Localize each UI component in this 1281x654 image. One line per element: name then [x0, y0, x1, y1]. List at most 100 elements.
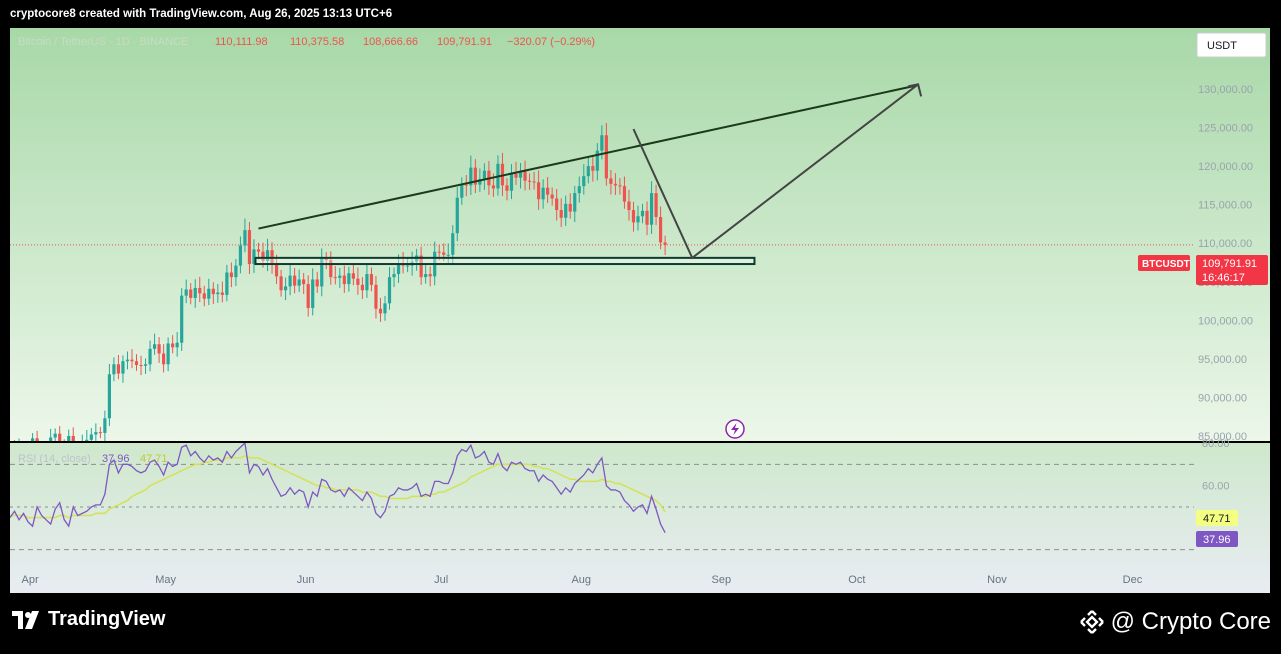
symbol-description: Bitcoin / TetherUS · 1D · BINANCE: [18, 36, 188, 48]
y-axis-label: 130,000.00: [1198, 84, 1253, 96]
y-axis-label: 90,000.00: [1198, 392, 1247, 404]
rsi-ma-value: 47.71: [140, 453, 168, 465]
candle-body: [234, 265, 238, 278]
x-axis-label: Sep: [712, 574, 732, 586]
candle-body: [649, 193, 654, 225]
candle-body: [518, 171, 523, 178]
candle-body: [198, 287, 202, 294]
candle-body: [274, 264, 279, 277]
candle-body: [604, 135, 608, 179]
candle-body: [279, 276, 283, 291]
candle-body: [378, 308, 383, 314]
support-zone-rectangle[interactable]: [254, 256, 756, 266]
candle-body: [419, 255, 423, 278]
candle-body: [600, 135, 604, 151]
candle-body: [347, 273, 351, 285]
candle-body: [193, 287, 197, 298]
lightning-icon[interactable]: [725, 419, 745, 439]
candle-body: [315, 279, 319, 287]
chart-legend: Bitcoin / TetherUS · 1D · BINANCE 110,11…: [18, 36, 595, 48]
candle-body: [383, 303, 387, 314]
candle-body: [329, 260, 333, 278]
candle-body: [216, 292, 220, 295]
candle-body: [482, 170, 486, 180]
candlestick-series: [14, 122, 667, 441]
candle-body: [550, 194, 554, 199]
projection-path[interactable]: [632, 83, 919, 260]
candle-body: [53, 433, 57, 438]
candle-body: [369, 274, 374, 285]
candle-body: [306, 284, 310, 308]
candle-body: [171, 343, 175, 348]
candle-body: [451, 233, 455, 255]
candle-body: [654, 193, 658, 217]
candle-body: [107, 374, 111, 419]
candle-body: [591, 166, 595, 171]
candle-body: [491, 185, 496, 189]
candle-body: [573, 193, 577, 212]
candle-body: [207, 288, 211, 299]
price-chart[interactable]: 85,000.0090,000.0095,000.00100,000.00105…: [10, 28, 1270, 593]
crypto-core-watermark: @ Crypto Core: [1079, 608, 1271, 636]
candle-body: [555, 198, 559, 211]
candle-body: [645, 210, 649, 225]
candle-body: [613, 183, 618, 186]
candle-body: [446, 254, 450, 256]
candle-body: [184, 289, 188, 296]
rsi-line: [10, 443, 666, 533]
y-axis-label: 100,000.00: [1198, 315, 1253, 327]
y-axis-label: 120,000.00: [1198, 161, 1253, 173]
legend-open: 110,111.98: [215, 36, 268, 48]
rsi-pane-background: [10, 443, 1270, 593]
candle-body: [577, 186, 581, 194]
candle-body: [424, 274, 428, 278]
candle-body: [374, 284, 378, 309]
tradingview-brand[interactable]: TradingView: [12, 608, 165, 631]
x-axis-label: May: [155, 574, 176, 586]
candle-body: [283, 286, 288, 291]
candle-body: [297, 279, 301, 286]
candle-body: [320, 258, 324, 287]
binance-diamond-icon: [1079, 610, 1104, 634]
candle-body: [112, 364, 116, 375]
candle-body: [636, 216, 640, 223]
candle-body: [595, 150, 599, 171]
candle-body: [564, 203, 568, 218]
candle-body: [125, 359, 130, 362]
candle-body: [35, 438, 39, 441]
candle-body: [658, 216, 663, 243]
rsi-y-axis-label: 80.00: [1202, 438, 1230, 450]
candle-body: [509, 173, 514, 191]
footer: TradingView @ Crypto Core: [0, 594, 1281, 654]
candle-body: [464, 184, 468, 186]
candle-body: [387, 277, 392, 304]
candle-body: [229, 272, 233, 278]
candle-body: [568, 203, 572, 212]
price-pane-background: [10, 28, 1270, 441]
legend-high: 110,375.58: [290, 36, 344, 48]
candle-body: [302, 279, 306, 285]
upper-trendline[interactable]: [258, 84, 919, 230]
currency-label: USDT: [1207, 40, 1237, 52]
candle-body: [396, 263, 401, 275]
candle-body: [202, 293, 206, 299]
candle-body: [148, 348, 152, 365]
candle-body: [58, 433, 62, 441]
header-bar: cryptocore8 created with TradingView.com…: [0, 0, 1281, 28]
candle-body: [360, 284, 365, 291]
candle-body: [71, 436, 75, 441]
candle-body: [356, 278, 360, 285]
currency-button[interactable]: USDT: [1196, 32, 1267, 58]
rsi-y-axis-label: 60.00: [1202, 481, 1230, 493]
candle-body: [134, 361, 139, 366]
candle-body: [288, 275, 292, 287]
candle-body: [98, 432, 102, 434]
candle-body: [392, 274, 396, 278]
rsi-ma-tag: 47.71: [1196, 510, 1238, 526]
x-axis-labels: Apr May Jun Jul Aug Sep Oct Nov Dec: [22, 574, 1143, 586]
price-tag-countdown: 16:46:17: [1202, 272, 1245, 284]
chart-panel[interactable]: 85,000.0090,000.0095,000.00100,000.00105…: [10, 28, 1270, 593]
candle-body: [225, 272, 229, 295]
candle-body: [67, 436, 71, 441]
candle-body: [537, 182, 541, 200]
